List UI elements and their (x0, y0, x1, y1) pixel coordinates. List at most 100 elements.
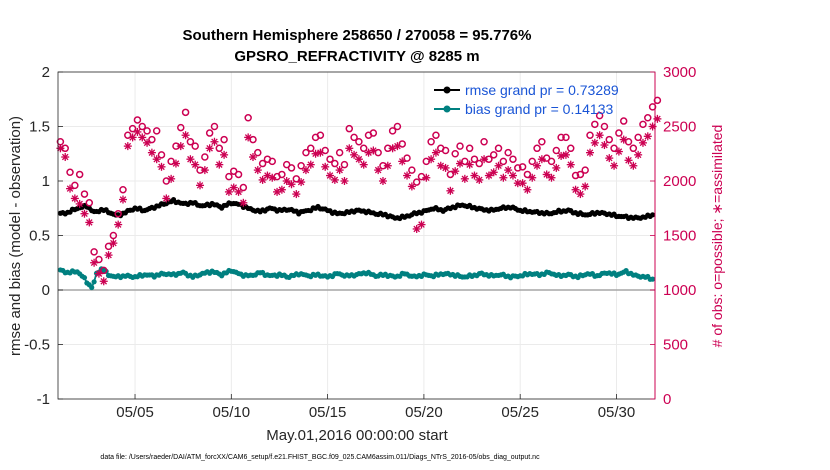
assimilated-point (427, 155, 436, 164)
asterisk-stroke (374, 166, 382, 174)
asterisk-stroke (307, 161, 315, 168)
assimilated-point (167, 174, 176, 183)
assimilated-point (557, 151, 566, 160)
asterisk-stroke (268, 174, 276, 182)
assimilated-point (277, 185, 286, 194)
assimilated-point (215, 160, 224, 169)
assimilated-point (205, 144, 214, 153)
asterisk-stroke (76, 200, 83, 208)
possible-point (177, 123, 185, 132)
assimilated-point (61, 153, 70, 162)
assimilated-point (431, 148, 440, 157)
possible-point (148, 135, 156, 144)
y-right-tick-label: 2000 (663, 173, 696, 190)
assimilated-point (311, 149, 320, 158)
asterisk-stroke (206, 145, 213, 152)
y-tick-label: -0.5 (24, 337, 50, 354)
asterisk-stroke (336, 166, 343, 174)
possible-point (644, 114, 652, 122)
possible-point (85, 199, 94, 207)
possible-point (514, 164, 522, 172)
possible-point (475, 159, 484, 168)
asterisk-stroke (317, 149, 324, 156)
assimilated-point (566, 160, 575, 169)
assimilated-point (374, 166, 383, 175)
possible-point (610, 144, 618, 153)
assimilated-point (513, 179, 522, 188)
asterisk-stroke (182, 131, 189, 139)
assimilated-point (292, 190, 301, 199)
assimilated-point (542, 170, 551, 179)
assimilated-point (99, 277, 108, 286)
possible-point (201, 153, 209, 161)
assimilated-point (499, 173, 508, 182)
legend: rmse grand pr = 0.73289 bias grand pr = … (434, 82, 619, 117)
possible-point (340, 160, 349, 169)
possible-point (634, 133, 642, 142)
axis-ticks: 05/05 05/10 05/15 05/20 05/25 05/30 -1 -0.5 0 0.5… (24, 64, 696, 421)
possible-point (562, 133, 570, 142)
asterisk-stroke (119, 196, 127, 203)
assimilated-point (196, 181, 205, 190)
possible-point (441, 146, 450, 155)
asterisk-stroke (524, 186, 531, 194)
possible-point (80, 190, 89, 198)
y-right-tick-label: 0 (663, 391, 671, 408)
possible-point (408, 166, 416, 174)
possible-point (186, 138, 195, 146)
asterisk-stroke (138, 134, 146, 141)
possible-point (653, 96, 662, 105)
asterisk-stroke (562, 151, 570, 159)
assimilated-point (359, 160, 368, 169)
assimilated-point (75, 199, 84, 208)
asterisk-stroke (601, 141, 608, 149)
possible-point (90, 248, 98, 256)
possible-point (128, 124, 137, 133)
assimilated-point (263, 171, 272, 180)
assimilated-point (456, 159, 465, 168)
possible-point (71, 181, 79, 190)
bias-point (649, 276, 656, 282)
assimilated-point (393, 142, 402, 151)
x-tick-label: 05/20 (405, 404, 443, 421)
assimilated-point (90, 258, 99, 267)
asterisk-stroke (244, 134, 252, 141)
bias-point (91, 279, 97, 285)
possible-point (210, 122, 219, 131)
asterisk-stroke (95, 270, 103, 277)
x-tick-label: 05/15 (309, 404, 347, 421)
possible-point (297, 161, 305, 170)
assimilated-point (162, 194, 171, 203)
assimilated-point (94, 269, 103, 278)
assimilated-point (480, 155, 489, 164)
asterisk-stroke (81, 210, 88, 217)
possible-point (331, 159, 339, 168)
asterisk-stroke (596, 131, 603, 139)
asterisk-stroke (288, 180, 295, 188)
assimilated-point (460, 174, 469, 183)
possible-point (489, 151, 498, 159)
possible-point (99, 266, 108, 275)
asterisk-stroke (230, 184, 238, 191)
assimilated-point (114, 220, 123, 229)
asterisk-stroke (321, 163, 329, 171)
assimilated-point (605, 154, 614, 163)
asterisk-stroke (581, 183, 589, 190)
possible-point (350, 133, 358, 142)
asterisk-stroke (394, 142, 401, 150)
asterisk-stroke (557, 152, 565, 160)
assimilated-point (610, 161, 619, 170)
assimilated-point (547, 173, 556, 182)
possible-point (302, 148, 310, 157)
asterisk-stroke (528, 174, 536, 182)
asterisk-stroke (134, 128, 141, 136)
y-tick-label: 1 (42, 173, 50, 190)
possible-point (648, 103, 657, 111)
possible-point (215, 144, 224, 153)
assimilated-point (504, 166, 513, 175)
asterisk-stroke (548, 174, 555, 182)
possible-point (629, 144, 638, 153)
asterisk-stroke (100, 277, 108, 285)
asterisk-stroke (634, 151, 642, 159)
possible-point (345, 124, 354, 133)
